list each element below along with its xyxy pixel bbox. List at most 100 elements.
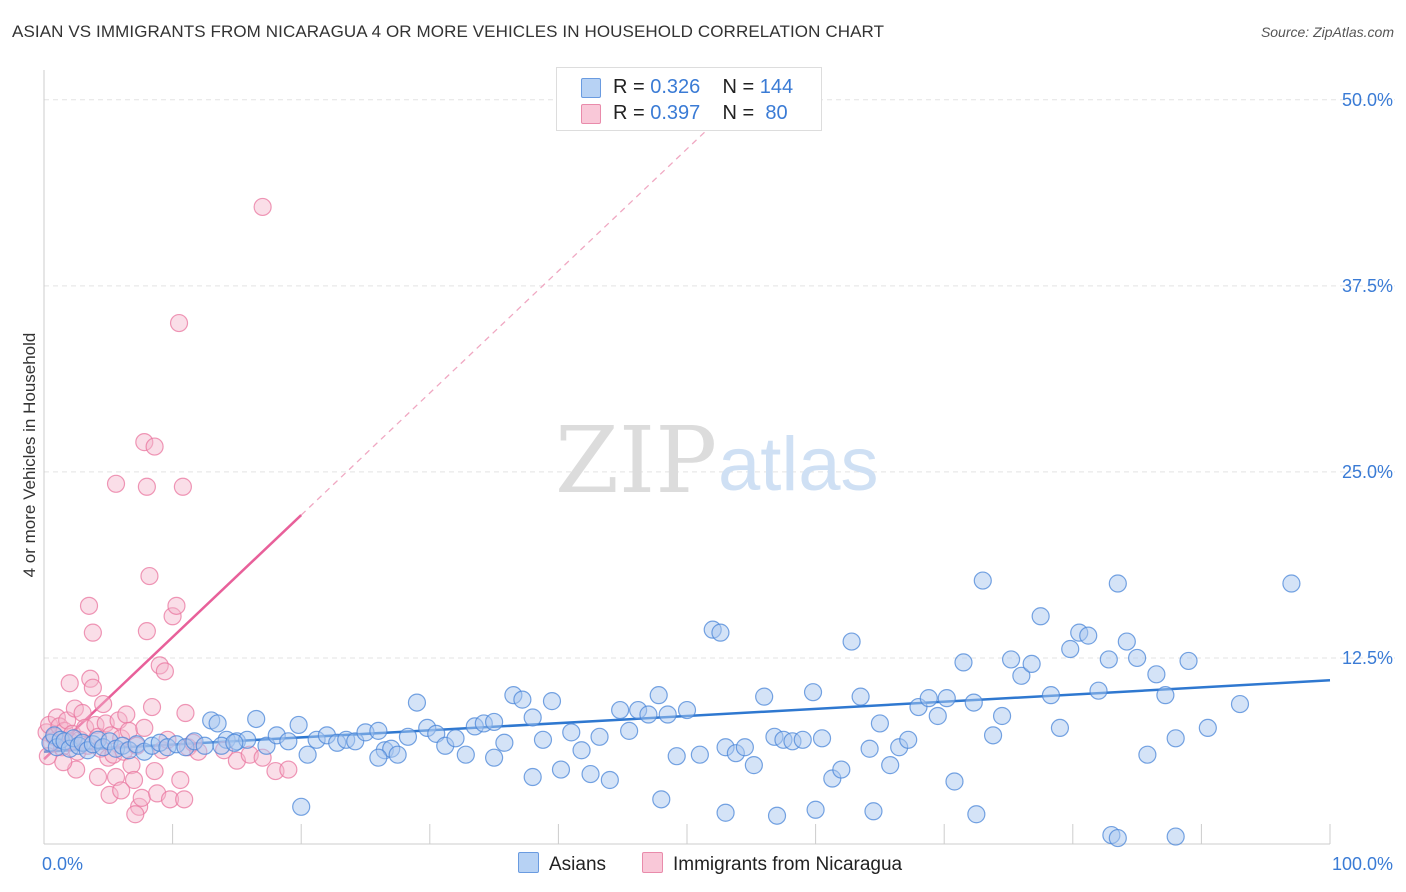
nicaragua-point	[126, 805, 145, 824]
asians-point	[542, 692, 562, 711]
asians-point	[611, 700, 630, 720]
asians-point	[1041, 686, 1061, 705]
asians-point	[755, 687, 774, 706]
asians-point	[513, 690, 532, 709]
nicaragua-point	[142, 697, 162, 717]
legend-box: R = 0.326 N = 144 R = 0.397 N = 80	[556, 67, 822, 131]
nicaragua-point	[73, 703, 92, 723]
asians-point	[407, 693, 427, 712]
y-axis-label: 4 or more Vehicles in Household	[20, 333, 39, 578]
asians-point	[954, 653, 973, 672]
asians-point	[860, 739, 879, 758]
asians-point	[1138, 745, 1157, 764]
nicaragua-point	[83, 623, 102, 642]
nicaragua-point	[145, 761, 164, 781]
nicaragua-point	[79, 596, 99, 615]
asians-point	[369, 748, 388, 767]
asians-point	[899, 730, 918, 749]
nicaragua-point	[140, 566, 159, 586]
nicaragua-point	[163, 607, 182, 626]
y-tick-label: 37.5%	[1342, 276, 1393, 296]
asians-point	[803, 683, 823, 702]
nicaragua-point	[137, 622, 156, 641]
asians-point	[600, 770, 619, 790]
legend-row-asians: R = 0.326 N = 144	[581, 76, 793, 100]
asians-point	[812, 729, 832, 748]
asians-point	[523, 767, 542, 787]
nicaragua-point	[145, 437, 164, 456]
asians-point	[973, 571, 992, 590]
asians-point	[620, 721, 639, 740]
x-tick-label: 100.0%	[1332, 854, 1393, 874]
bottom-legend-nicaragua-label: Immigrants from Nicaragua	[673, 854, 903, 875]
asians-point	[967, 805, 986, 824]
asians-point	[485, 712, 504, 732]
asians-point	[639, 705, 658, 724]
legend-r-label: R =	[613, 102, 651, 124]
nicaragua-point	[94, 694, 113, 714]
asians-point	[881, 756, 900, 775]
legend-r-label: R =	[613, 76, 651, 98]
asians-point	[1089, 681, 1108, 700]
nicaragua-point	[124, 770, 144, 790]
asians-point	[735, 738, 754, 757]
asians-point	[590, 727, 609, 746]
legend-nicaragua-n: 80	[759, 102, 788, 124]
nicaragua-point	[106, 474, 126, 493]
asians-point	[864, 802, 883, 821]
asians-point	[208, 714, 227, 733]
legend-n-label: N =	[722, 102, 760, 124]
asians-point	[1050, 718, 1070, 738]
asians-point	[652, 790, 671, 809]
watermark-atlas: atlas	[718, 422, 879, 507]
legend-asians-r: 0.326	[650, 76, 701, 98]
asians-point	[1061, 639, 1080, 659]
asians-point	[289, 715, 308, 735]
asians-point	[485, 748, 504, 767]
nicaragua-point	[169, 313, 189, 333]
asians-point	[523, 708, 542, 727]
series-nicaragua-points	[37, 197, 298, 824]
watermark: ZIP atlas	[555, 407, 879, 514]
nicaragua-point	[279, 760, 298, 779]
nicaragua-point	[175, 790, 194, 809]
asians-point	[937, 689, 956, 708]
source-credit: Source: ZipAtlas.com	[1260, 24, 1394, 40]
asians-point	[1108, 574, 1127, 593]
nicaragua-point	[106, 767, 126, 787]
asians-point	[793, 730, 812, 749]
series-asians-points	[41, 571, 1301, 848]
asians-point	[1117, 632, 1136, 651]
watermark-zip: ZIP	[555, 407, 717, 514]
asians-point	[1166, 729, 1185, 748]
asians-point	[369, 721, 388, 740]
asians-point	[225, 733, 244, 752]
nicaragua-point	[100, 785, 119, 804]
asians-point	[842, 632, 861, 651]
nicaragua-point	[150, 656, 169, 675]
asians-point	[298, 745, 317, 764]
asians-point	[649, 686, 668, 705]
asians-point	[533, 730, 553, 749]
asians-point	[247, 709, 266, 729]
asians-point	[658, 705, 677, 724]
legend-n-label: N =	[722, 76, 760, 98]
asians-point	[195, 736, 214, 755]
asians-point	[690, 745, 709, 764]
asians-point	[292, 797, 311, 816]
asians-point	[1179, 651, 1198, 671]
asians-point	[1127, 648, 1147, 668]
y-tick-label: 12.5%	[1342, 648, 1393, 668]
nicaragua-point	[167, 596, 186, 615]
nicaragua-point	[173, 477, 192, 496]
asians-point	[551, 760, 571, 779]
x-tick-label: 0.0%	[42, 854, 83, 874]
asians-point	[581, 764, 600, 784]
tick-labels: 12.5% 25.0% 37.5% 50.0% 0.0% 100.0%	[42, 90, 1393, 874]
asians-point	[1031, 607, 1050, 626]
asians-point	[446, 729, 465, 748]
nicaragua-point	[83, 678, 102, 697]
asians-point	[964, 693, 983, 712]
nicaragua-point	[132, 788, 151, 807]
